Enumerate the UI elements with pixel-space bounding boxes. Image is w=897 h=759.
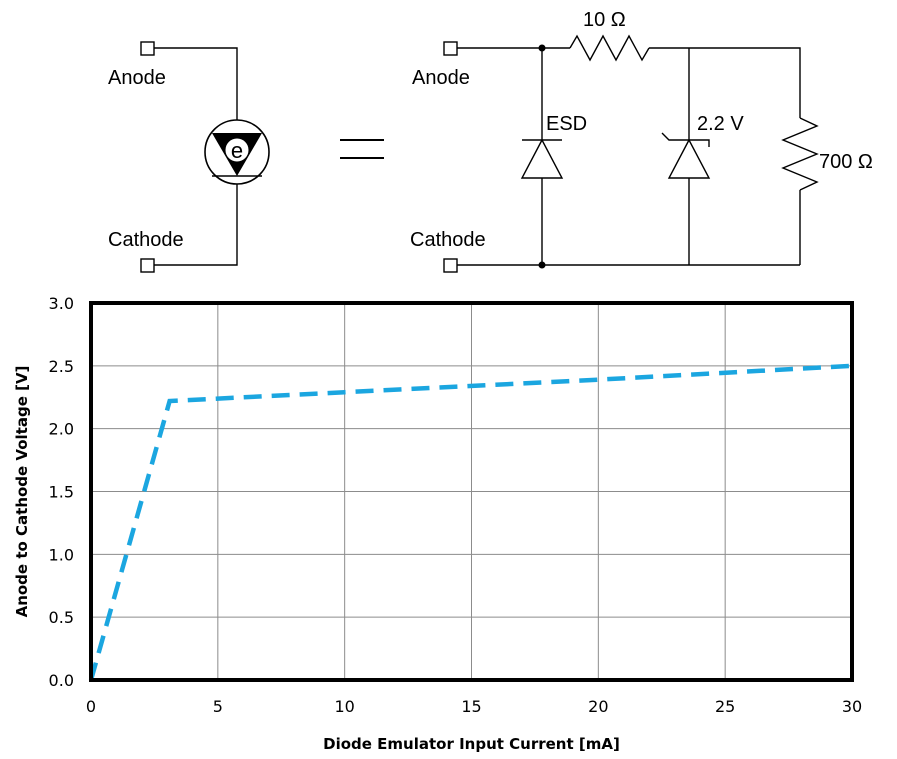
x-tick-label: 20 — [588, 697, 608, 716]
emulator-letter-circle — [224, 137, 250, 163]
x-tick-label: 30 — [842, 697, 862, 716]
equivalent-circuit-group: Anode 10 Ω ESD 2.2 V 700 Ω Cathode — [410, 9, 873, 273]
left-anode-label: Anode — [108, 67, 166, 89]
shunt-resistor-icon — [781, 117, 819, 191]
y-axis-title: Anode to Cathode Voltage [V] — [13, 366, 31, 618]
x-tick-label: 0 — [86, 697, 96, 716]
zener-label: 2.2 V — [697, 113, 744, 135]
right-cathode-label: Cathode — [410, 229, 486, 251]
y-tick-label: 2.5 — [49, 357, 74, 376]
x-tick-labels: 0 5 10 15 20 25 30 — [86, 697, 862, 716]
shunt-resistor-label: 700 Ω — [819, 151, 873, 173]
anode-terminal-icon — [140, 41, 155, 56]
right-cathode-terminal-icon — [443, 258, 458, 273]
x-tick-label: 25 — [715, 697, 735, 716]
right-anode-terminal-icon — [443, 41, 458, 56]
chart-grid — [90, 302, 853, 681]
cathode-terminal-icon — [140, 258, 155, 273]
y-tick-labels: 0.0 0.5 1.0 1.5 2.0 2.5 3.0 — [49, 294, 74, 690]
y-tick-label: 0.5 — [49, 608, 74, 627]
zener-diode-icon — [667, 138, 711, 179]
series-resistor-icon — [569, 34, 650, 62]
y-tick-label: 1.0 — [49, 545, 74, 564]
plot-frame — [89, 301, 854, 682]
zener-diode-bar — [661, 132, 710, 147]
y-tick-label: 1.5 — [49, 483, 74, 502]
y-tick-label: 0.0 — [49, 671, 74, 690]
esd-label: ESD — [546, 113, 587, 135]
x-tick-label: 15 — [461, 697, 481, 716]
equals-sign-icon — [340, 139, 384, 159]
esd-diode-icon — [520, 138, 564, 179]
anode-wire — [154, 47, 238, 125]
y-tick-label: 2.0 — [49, 420, 74, 439]
x-tick-label: 10 — [334, 697, 354, 716]
emulator-letter: e — [231, 138, 243, 163]
y-tick-label: 3.0 — [49, 294, 74, 313]
right-anode-label: Anode — [412, 67, 470, 89]
series-line — [88, 363, 853, 681]
x-axis-title: Diode Emulator Input Current [mA] — [323, 735, 620, 753]
top-wire-right — [649, 47, 801, 118]
emulator-symbol-group: Anode e Cathode — [108, 41, 270, 273]
left-cathode-label: Cathode — [108, 229, 184, 251]
series-resistor-label: 10 Ω — [583, 9, 626, 31]
cathode-wire — [154, 184, 238, 266]
iv-chart: 0 5 10 15 20 25 30 0.0 0.5 1.0 1.5 2.0 2.5 3.0 Diode… — [13, 294, 862, 753]
bottom-junction-dot — [538, 261, 546, 269]
x-tick-label: 5 — [213, 697, 223, 716]
